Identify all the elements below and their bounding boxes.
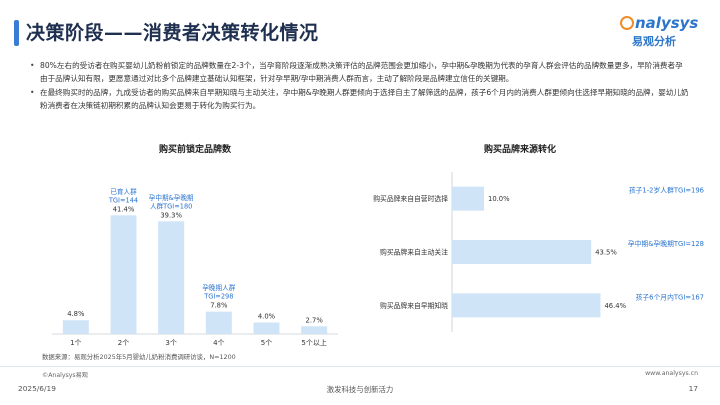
- tgi-annotation: 孕中期&孕晚期: [149, 193, 194, 202]
- bar-value-label: 41.4%: [113, 205, 135, 213]
- hbar-value-label: 43.5%: [595, 249, 617, 257]
- logo-chinese-name: 易观分析: [632, 35, 676, 48]
- hbar-value-label: 46.4%: [604, 302, 626, 310]
- bar-4: [205, 311, 232, 334]
- report-date: 2025/6/19: [18, 384, 56, 393]
- insight-bullet-2: 在最终购买时的品牌，九成受访者的购买品牌来自早期知晓与主动关注，孕中期&孕晚期人…: [28, 87, 690, 112]
- x-tick-label: 2个: [118, 339, 129, 347]
- x-tick-label: 5个: [261, 339, 272, 347]
- insight-bullets: 80%左右的受访者在购买婴幼儿奶粉前锁定的品牌数量在2-3个，当孕育阶段逐渐成熟…: [28, 60, 690, 114]
- hbar-value-label: 10.0%: [488, 195, 510, 203]
- bar-3: [158, 221, 185, 334]
- x-tick-label: 4个: [213, 339, 224, 347]
- bar-6: [301, 326, 328, 334]
- tgi-annotation: 孕中期&孕晚期TGI=128: [628, 239, 704, 248]
- tgi-annotation: TGI=298: [203, 293, 233, 301]
- title-accent-bar: [14, 20, 19, 46]
- category-label: 购买品牌来自自营时选择: [373, 194, 448, 203]
- footer-divider: [0, 366, 720, 367]
- x-tick-label: 1个: [70, 339, 81, 347]
- category-label: 购买品牌来自早期知晓: [380, 301, 448, 310]
- x-tick-label: 5个以上: [301, 338, 326, 347]
- x-tick-label: 3个: [165, 339, 176, 347]
- tgi-annotation: 已育人群: [110, 187, 137, 196]
- page-number: 17: [688, 384, 698, 393]
- brand-count-chart: 购买前锁定品牌数 4.8% 1个 41.4% 2个 39.3% 3个 7.8% 4个 4.0% 5个…: [52, 143, 338, 347]
- logo-wordmark-text: nalysys: [635, 14, 699, 32]
- right-chart-title: 购买品牌来源转化: [484, 143, 556, 155]
- bar-value-label: 4.8%: [67, 310, 85, 318]
- hbar-2: [452, 240, 592, 264]
- insight-bullet-1: 80%左右的受访者在购买婴幼儿奶粉前锁定的品牌数量在2-3个，当孕育阶段逐渐成熟…: [28, 60, 690, 85]
- website-link[interactable]: www.analysys.cn: [645, 370, 698, 377]
- logo-a-ring-icon: [620, 16, 634, 30]
- bar-2: [110, 215, 137, 334]
- data-source-note: 数据来源：易观分析2025年5月婴幼儿奶粉消费调研访谈，N=1200: [42, 353, 236, 361]
- tgi-annotation: TGI=144: [108, 196, 138, 204]
- tgi-annotation: 孕晚期人群: [202, 283, 235, 292]
- tgi-annotation: 孩子6个月内TGI=167: [636, 292, 704, 301]
- logo-wordmark: nalysys: [620, 14, 698, 32]
- tgi-annotation: 人群TGI=180: [150, 201, 192, 210]
- bar-value-label: 2.7%: [306, 316, 324, 324]
- page-title: 决策阶段——消费者决策转化情况: [26, 22, 319, 44]
- category-label: 购买品牌来自主动关注: [380, 248, 448, 257]
- hbar-3: [452, 293, 601, 318]
- left-chart-title: 购买前锁定品牌数: [159, 143, 232, 155]
- bar-5: [253, 322, 280, 334]
- bar-1: [62, 320, 89, 334]
- tgi-annotation: 孩子1-2岁人群TGI=196: [629, 186, 704, 195]
- analysys-logo: nalysys 易观分析: [620, 14, 710, 54]
- footer-slogan: 激发科技与创新活力: [326, 385, 394, 394]
- hbar-1: [452, 186, 484, 211]
- bar-value-label: 4.0%: [258, 313, 276, 321]
- bar-value-label: 7.8%: [210, 302, 228, 310]
- bar-value-label: 39.3%: [160, 211, 182, 219]
- copyright-text: ©Analysys易观: [42, 372, 88, 379]
